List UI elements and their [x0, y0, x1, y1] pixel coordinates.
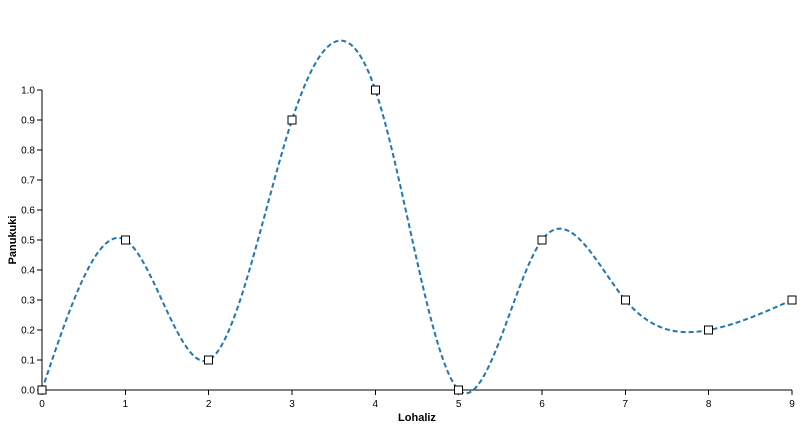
x-tick-label: 3: [289, 399, 295, 410]
y-tick-label: 1.0: [21, 86, 35, 97]
x-tick-label: 0: [39, 399, 45, 410]
y-tick-label: 0.2: [21, 326, 35, 337]
data-point-marker: [620, 295, 630, 305]
markers-group: [37, 85, 797, 395]
data-point-marker: [370, 85, 380, 95]
x-tick-label: 7: [623, 399, 629, 410]
series-line: [41, 39, 793, 395]
series-group: [41, 39, 793, 395]
y-tick-label: 0.7: [21, 176, 35, 187]
data-point-marker: [287, 115, 297, 125]
y-tick-label: 0.1: [21, 356, 35, 367]
x-tick-label: 9: [789, 399, 795, 410]
y-axis-title: Panukuki: [7, 216, 19, 265]
data-point-marker: [787, 295, 797, 305]
x-axis-ticks: 0 1 2 3 4 5 6 7 8 9: [39, 390, 795, 410]
data-point-marker: [704, 325, 714, 335]
data-point-marker: [204, 355, 214, 365]
y-tick-label: 0.5: [21, 236, 35, 247]
data-point-marker: [120, 235, 130, 245]
y-tick-label: 0.0: [21, 386, 35, 397]
x-axis-title: Lohaliz: [398, 412, 436, 424]
y-tick-label: 0.8: [21, 146, 35, 157]
y-tick-label: 0.4: [21, 266, 35, 277]
x-tick-label: 5: [456, 399, 462, 410]
data-point-marker: [454, 385, 464, 395]
x-tick-label: 2: [206, 399, 212, 410]
y-tick-label: 0.3: [21, 296, 35, 307]
data-point-marker: [37, 385, 47, 395]
y-tick-label: 0.9: [21, 116, 35, 127]
x-tick-label: 6: [539, 399, 545, 410]
data-point-marker: [537, 235, 547, 245]
y-axis-ticks: 0.0 0.1 0.2 0.3 0.4 0.5 0.6 0.7 0.8 0.9 1.0: [21, 86, 42, 397]
x-tick-label: 1: [123, 399, 129, 410]
x-tick-label: 4: [373, 399, 379, 410]
y-tick-label: 0.6: [21, 206, 35, 217]
x-tick-label: 8: [706, 399, 712, 410]
